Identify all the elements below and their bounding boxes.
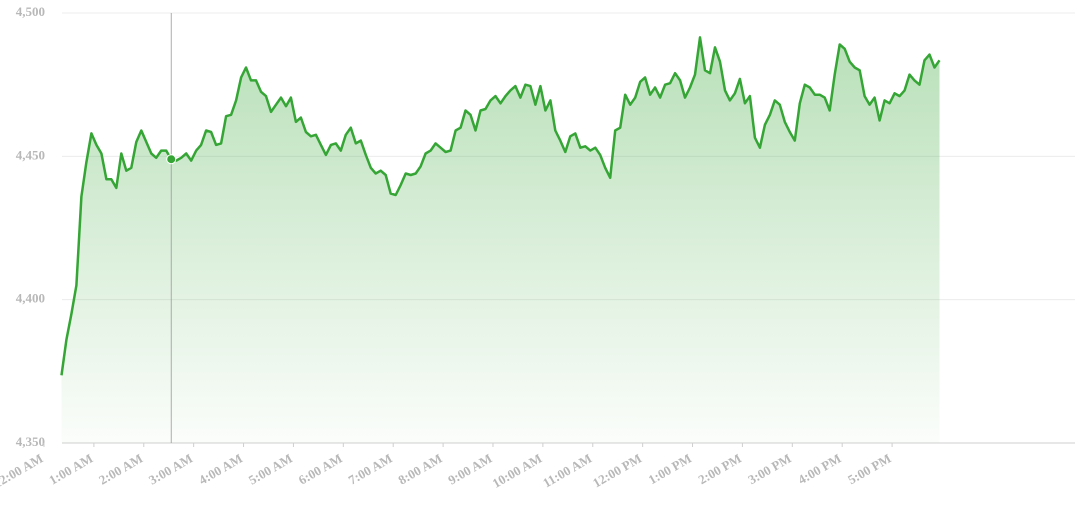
x-tick-label: 4:00 PM — [795, 451, 843, 488]
y-tick-label: 4,500 — [16, 4, 45, 19]
x-tick-label: 2:00 PM — [695, 451, 743, 488]
x-tick-label: 7:00 AM — [346, 451, 395, 488]
line — [60, 36, 941, 376]
x-tick-label: 3:00 AM — [146, 451, 195, 488]
x-tick-label: 5:00 PM — [845, 451, 893, 488]
area-fill — [61, 37, 940, 444]
x-tick-label: 11:00 AM — [540, 451, 594, 491]
x-tick-label: 8:00 AM — [396, 451, 445, 488]
x-tick-label: 9:00 AM — [445, 451, 494, 488]
x-tick-label: 10:00 AM — [490, 451, 545, 491]
x-tick-label: 12:00 PM — [590, 451, 644, 491]
y-tick-label: 4,400 — [16, 291, 45, 306]
x-tick-label: 5:00 AM — [246, 451, 295, 488]
x-tick-label: 12:00 AM — [0, 451, 46, 491]
x-tick-label: 6:00 AM — [296, 451, 345, 488]
y-tick-label: 4,350 — [16, 434, 45, 449]
hover-point — [166, 154, 177, 165]
x-tick-label: 1:00 AM — [46, 451, 95, 488]
x-tick-label: 1:00 PM — [646, 451, 694, 488]
x-tick-label: 3:00 PM — [745, 451, 793, 488]
x-tick-label: 4:00 AM — [196, 451, 245, 488]
x-tick-label: 2:00 AM — [96, 451, 145, 488]
y-tick-label: 4,450 — [16, 147, 45, 162]
